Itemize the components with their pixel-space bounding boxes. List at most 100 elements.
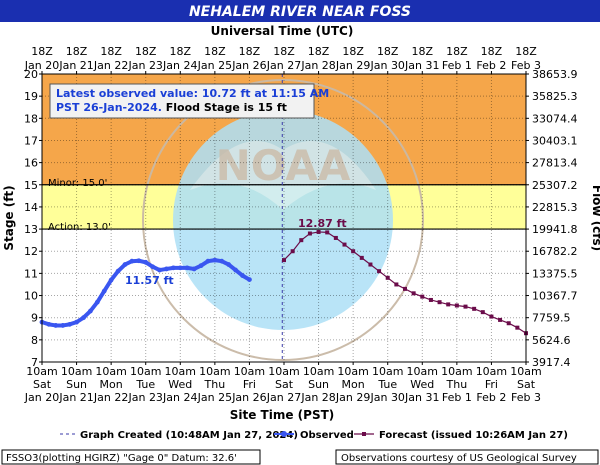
forecast-point: [351, 249, 356, 254]
left-axis-tick-label: 10: [24, 290, 38, 303]
top-axis-time-label: 18Z: [135, 45, 157, 58]
observed-point: [88, 308, 93, 314]
top-axis-date-label: Jan 23: [127, 59, 162, 72]
forecast-point: [342, 242, 347, 247]
bottom-axis-date-label: Jan 31: [404, 391, 439, 404]
legend-forecast-label: Forecast (issued 10:26AM Jan 27): [379, 430, 568, 441]
footer-left-box: [1, 449, 261, 465]
observed-point: [233, 267, 239, 273]
svg-text:NOAA: NOAA: [216, 141, 351, 190]
right-axis-tick-label: 25307.2: [532, 179, 578, 192]
observed-point: [150, 264, 156, 270]
left-axis-tick-label: 15: [24, 179, 38, 192]
bottom-axis-time-label: 10am: [95, 365, 126, 378]
bottom-axis-date-label: Jan 25: [197, 391, 232, 404]
right-axis-tick-label: 3917.4: [532, 356, 571, 369]
forecast-point: [299, 238, 304, 243]
forecast-point: [403, 286, 407, 291]
forecast-series-points: [282, 229, 528, 336]
observed-point: [198, 263, 204, 269]
bottom-axis-day-label: Mon: [342, 378, 365, 391]
forecast-point: [368, 262, 373, 267]
forecast-point: [394, 282, 399, 287]
left-axis-tick-label: 16: [24, 157, 38, 170]
bottom-axis-time-label: 10am: [407, 365, 438, 378]
bottom-axis-time-label: 10am: [303, 365, 334, 378]
bottom-axis-day-label: Sun: [308, 378, 329, 391]
right-axis-tick-label: 5624.6: [532, 334, 571, 347]
left-axis-tick-label: 12: [24, 245, 38, 258]
bottom-axis-day-label: Sat: [33, 378, 52, 391]
bottom-axis-day-label: Sat: [517, 378, 536, 391]
bottom-axis-time-label: 10am: [441, 365, 472, 378]
bottom-axis-time-label: 10am: [61, 365, 92, 378]
bottom-axis-day-label: Tue: [377, 378, 397, 391]
observed-point: [226, 262, 232, 267]
top-axis-time-label: 18Z: [412, 45, 434, 58]
bottom-axis-date-label: Feb 2: [476, 391, 506, 404]
bottom-axis-title: Site Time (PST): [230, 408, 335, 422]
observed-point: [108, 277, 114, 283]
bottom-axis-day-label: Fri: [243, 378, 256, 391]
bottom-axis-date-label: Jan 22: [93, 391, 128, 404]
top-axis-time-label: 18Z: [377, 45, 399, 58]
left-axis-tick-label: 8: [31, 334, 38, 347]
left-axis-tick-label: 20: [24, 68, 38, 81]
left-axis-tick-label: 17: [24, 134, 38, 147]
right-axis-tick-label: 13375.5: [532, 267, 578, 280]
observed-point: [136, 258, 142, 264]
top-axis-time-label: 18Z: [446, 45, 468, 58]
observed-point: [164, 266, 169, 272]
top-axis-date-label: Jan 24: [162, 59, 197, 72]
forecast-point: [498, 317, 503, 322]
bottom-axis-day-label: Fri: [485, 378, 498, 391]
top-axis-title: Universal Time (UTC): [211, 24, 354, 38]
left-axis-tick-label: 13: [24, 223, 38, 236]
top-axis-date-label: Jan 29: [335, 59, 370, 72]
latest-flood-stage: Flood Stage is 15 ft: [162, 101, 287, 114]
top-axis-date-label: Feb 2: [476, 59, 506, 72]
latest-observed-line1: Latest observed value: 10.72 ft at 11:15…: [56, 87, 329, 100]
observed-point: [191, 266, 197, 272]
forecast-point: [489, 314, 494, 319]
legend: Graph Created (10:48AM Jan 27, 2024) Obs…: [60, 430, 568, 441]
observed-point: [240, 273, 245, 278]
minor-stage-label: Minor: 15.0': [48, 178, 107, 189]
top-axis-time-label: 18Z: [515, 45, 537, 58]
top-axis-time-label: 18Z: [100, 45, 122, 58]
left-axis-ticks: 7 8 9 10 11 12 13 14 15 16 17 18 19 20: [24, 68, 42, 369]
observed-point: [46, 321, 52, 327]
forecast-point: [463, 304, 468, 309]
bottom-axis-time-label: 10am: [372, 365, 403, 378]
forecast-point: [454, 303, 459, 308]
observed-point: [157, 267, 162, 273]
observed-point: [53, 323, 59, 328]
top-axis-date-label: Jan 26: [231, 59, 266, 72]
forecast-point: [437, 300, 442, 305]
top-axis-time-label: 18Z: [342, 45, 364, 58]
observed-point: [101, 288, 107, 294]
left-axis-tick-label: 18: [24, 112, 38, 125]
top-axis-date-label: Jan 28: [300, 59, 335, 72]
bottom-axis-day-label: Sat: [275, 378, 294, 391]
left-axis-title: Stage (ft): [2, 185, 16, 250]
observed-point: [143, 259, 149, 265]
right-axis-tick-label: 10367.7: [532, 290, 578, 303]
observed-point: [122, 262, 128, 267]
left-axis-tick-label: 11: [24, 267, 38, 280]
threshold-lines: [42, 184, 526, 230]
bottom-axis-time-label: 10am: [268, 365, 299, 378]
top-axis-time-label: 18Z: [31, 45, 53, 58]
footer-right-text: Observations courtesy of US Geological S…: [341, 453, 577, 464]
bottom-axis-time-label: 10am: [510, 365, 541, 378]
observed-series-points: [39, 257, 252, 328]
bottom-axis-date-label: Jan 27: [266, 391, 301, 404]
top-axis-time-label: 18Z: [66, 45, 88, 58]
forecast-point: [420, 294, 425, 299]
forecast-point: [307, 231, 312, 236]
bottom-axis-time-label: 10am: [130, 365, 161, 378]
top-axis-time-label: 18Z: [481, 45, 503, 58]
